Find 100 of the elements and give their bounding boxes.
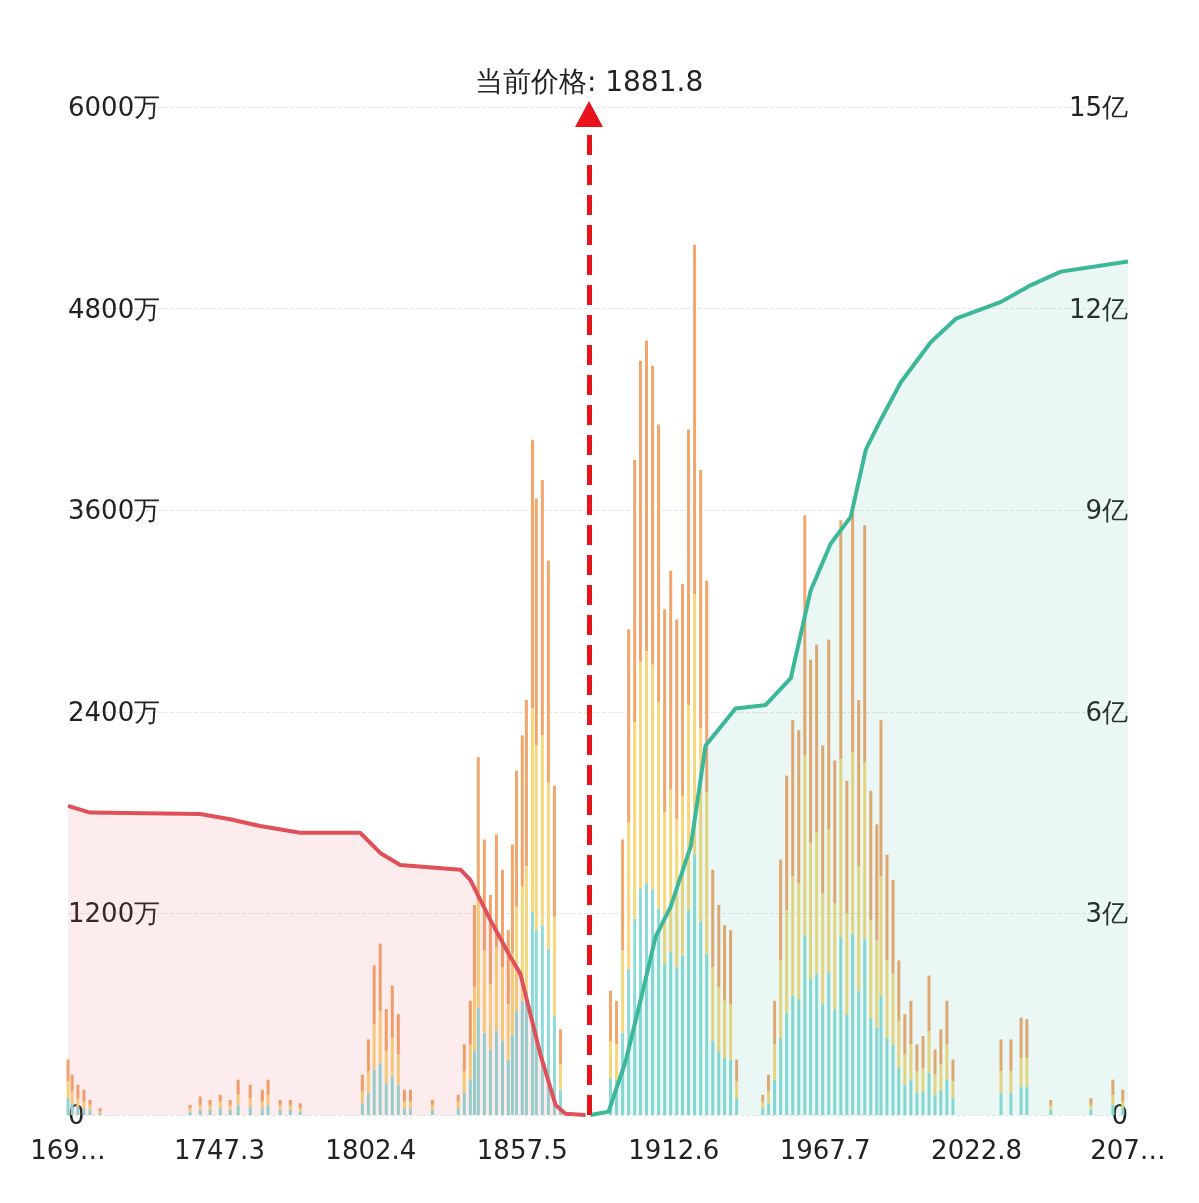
bar <box>530 911 534 1115</box>
bar <box>494 1031 498 1115</box>
bar <box>430 1099 434 1105</box>
y-tick-label: 3600万 <box>68 495 161 526</box>
bar <box>687 910 691 1115</box>
x-tick-label: 1967.7 <box>779 1135 871 1165</box>
bar <box>278 1099 282 1105</box>
bar <box>540 735 544 926</box>
bar <box>408 1101 412 1109</box>
bar <box>827 972 831 1115</box>
bar <box>657 701 661 909</box>
bar <box>885 960 889 1038</box>
bar <box>921 1091 925 1115</box>
bar <box>88 1109 92 1115</box>
bar <box>494 947 498 1031</box>
bar <box>699 921 703 1115</box>
bar <box>378 1062 382 1115</box>
bar <box>681 584 685 796</box>
bar <box>891 879 895 974</box>
bar <box>198 1104 202 1110</box>
bar <box>488 1049 492 1115</box>
bar <box>705 792 709 954</box>
bar <box>797 999 801 1115</box>
bar <box>378 1010 382 1063</box>
bar <box>1009 1071 1013 1094</box>
bar <box>767 1074 771 1092</box>
bar <box>909 1000 913 1045</box>
bar <box>430 1104 434 1110</box>
bar <box>791 720 795 877</box>
y2-tick-label: 3亿 <box>1085 898 1128 929</box>
bar <box>462 1071 466 1094</box>
bar <box>408 1108 412 1115</box>
bar <box>228 1099 232 1105</box>
bar <box>767 1103 771 1115</box>
bar <box>638 888 642 1115</box>
bar <box>1049 1109 1053 1115</box>
bar <box>633 459 637 722</box>
bar <box>681 955 685 1115</box>
bar <box>456 1101 460 1109</box>
bar <box>675 819 679 968</box>
bar <box>791 876 795 996</box>
bar <box>402 1089 406 1102</box>
bar <box>621 839 625 951</box>
bar <box>663 609 667 813</box>
bar <box>827 639 831 830</box>
bar <box>705 953 709 1115</box>
bar <box>951 1098 955 1115</box>
bar <box>773 1044 777 1080</box>
bar <box>76 1084 80 1099</box>
bar <box>248 1084 252 1099</box>
bar <box>851 933 855 1115</box>
bar <box>891 1044 895 1115</box>
y-tick-label: 4800万 <box>68 293 161 324</box>
bar <box>408 1089 412 1102</box>
bar <box>815 644 819 833</box>
bar <box>476 757 480 900</box>
bar <box>945 1079 949 1115</box>
bar <box>476 1007 480 1115</box>
bar <box>711 869 715 968</box>
bar <box>288 1109 292 1115</box>
bar <box>833 1009 837 1115</box>
bar <box>218 1101 222 1109</box>
bar <box>360 1103 364 1115</box>
ref-line-label: 当前价格: 1881.8 <box>474 64 704 98</box>
y2-tick-label: 15亿 <box>1068 92 1128 122</box>
bar <box>863 938 867 1115</box>
bar <box>1121 1108 1125 1115</box>
bar <box>645 883 649 1115</box>
bar <box>809 978 813 1115</box>
bar <box>88 1104 92 1110</box>
bar <box>663 963 667 1115</box>
bar <box>218 1108 222 1115</box>
bar <box>501 1041 504 1115</box>
bar <box>396 1084 400 1115</box>
bar <box>501 967 504 1042</box>
bar <box>378 943 382 1011</box>
bar <box>699 469 703 729</box>
bar <box>82 1089 86 1102</box>
bar <box>228 1109 232 1115</box>
bar <box>390 985 394 1038</box>
bar <box>999 1093 1003 1115</box>
bar <box>897 1067 901 1115</box>
bar <box>456 1094 460 1102</box>
bar <box>723 925 727 1001</box>
bar <box>735 1098 739 1115</box>
bar <box>208 1109 212 1115</box>
bar <box>198 1109 202 1115</box>
bar <box>396 1054 400 1085</box>
bar <box>735 1059 739 1082</box>
bar <box>839 758 843 937</box>
bar <box>1019 1086 1023 1115</box>
bar <box>390 1076 394 1115</box>
bar <box>773 1079 777 1115</box>
bar <box>729 1004 733 1060</box>
bar <box>188 1104 192 1109</box>
bar <box>909 1044 913 1080</box>
bar <box>939 1029 943 1065</box>
bar <box>248 1098 252 1107</box>
bar <box>779 859 783 961</box>
x-tick-label: 1802.4 <box>325 1135 417 1165</box>
